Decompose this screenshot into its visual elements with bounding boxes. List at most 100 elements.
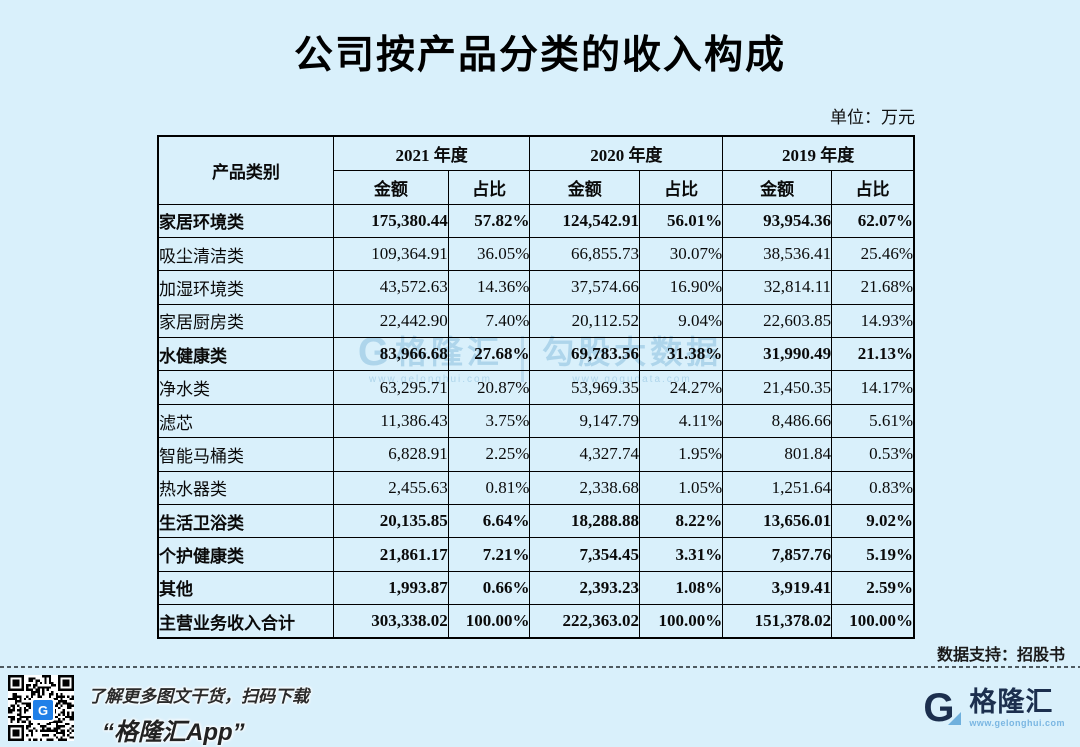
cell-amount: 69,783.56 <box>529 337 641 372</box>
cell-amount: 7,857.76 <box>722 537 833 572</box>
logo-triangle-icon <box>948 712 962 725</box>
cell-amount: 222,363.02 <box>529 604 641 639</box>
footer-caption-line2: “格隆汇App” <box>102 719 245 746</box>
cell-amount: 175,380.44 <box>332 203 449 238</box>
footer-caption: 了解更多图文干货，扫码下载 “格隆汇App” <box>88 682 309 747</box>
header-year-2019: 2019 年度 <box>722 135 915 171</box>
cell-amount: 20,112.52 <box>529 303 641 339</box>
cell-amount: 3,919.41 <box>722 570 833 606</box>
cell-share: 0.81% <box>447 470 531 506</box>
cell-share: 36.05% <box>447 236 531 272</box>
data-support-note: 数据支持：招股书 <box>936 647 1065 664</box>
table-row: 家居环境类 175,380.44 57.82% 124,542.91 56.01… <box>157 203 915 238</box>
footer-caption-line1: 了解更多图文干货，扫码下载 <box>88 687 309 706</box>
table-row: 智能马桶类 6,828.91 2.25% 4,327.74 1.95% 801.… <box>157 437 915 472</box>
unit-label: 单位：万元 <box>830 108 915 127</box>
cell-share: 62.07% <box>831 203 915 238</box>
cell-amount: 4,327.74 <box>529 437 641 472</box>
row-label: 滤芯 <box>157 403 334 439</box>
header-product-category: 产品类别 <box>157 135 334 205</box>
cell-share: 5.61% <box>831 403 915 439</box>
cell-share: 9.02% <box>831 504 915 539</box>
cell-share: 8.22% <box>639 504 724 539</box>
cell-amount: 13,656.01 <box>722 504 833 539</box>
cell-share: 14.17% <box>831 370 915 405</box>
cell-amount: 2,338.68 <box>529 470 641 506</box>
qr-code-image <box>8 675 74 741</box>
cell-share: 57.82% <box>447 203 531 238</box>
cell-amount: 8,486.66 <box>722 403 833 439</box>
cell-share: 100.00% <box>831 604 915 639</box>
cell-amount: 22,603.85 <box>722 303 833 339</box>
cell-amount: 22,442.90 <box>332 303 449 339</box>
cell-amount: 43,572.63 <box>332 270 449 305</box>
cell-amount: 63,295.71 <box>332 370 449 405</box>
table-row: 水健康类 83,966.68 27.68% 69,783.56 31.38% 3… <box>157 337 915 372</box>
cell-share: 3.75% <box>447 403 531 439</box>
row-label: 其他 <box>157 570 334 606</box>
cell-share: 9.04% <box>639 303 724 339</box>
cell-share: 5.19% <box>831 537 915 572</box>
page-title: 公司按产品分类的收入构成 <box>293 34 786 77</box>
row-label: 吸尘清洁类 <box>157 236 334 272</box>
row-label: 净水类 <box>157 370 334 405</box>
table-row-total: 主营业务收入合计 303,338.02 100.00% 222,363.02 1… <box>157 604 915 639</box>
cell-amount: 124,542.91 <box>529 203 641 238</box>
cell-amount: 2,455.63 <box>332 470 449 506</box>
cell-share: 2.25% <box>447 437 531 472</box>
cell-amount: 37,574.66 <box>529 270 641 305</box>
cell-amount: 66,855.73 <box>529 236 641 272</box>
cell-share: 100.00% <box>447 604 531 639</box>
cell-share: 7.21% <box>447 537 531 572</box>
cell-share: 6.64% <box>447 504 531 539</box>
cell-amount: 2,393.23 <box>529 570 641 606</box>
row-label: 主营业务收入合计 <box>157 604 334 639</box>
cell-amount: 38,536.41 <box>722 236 833 272</box>
qr-code: G <box>8 675 74 741</box>
table-row: 加湿环境类 43,572.63 14.36% 37,574.66 16.90% … <box>157 270 915 305</box>
cell-amount: 20,135.85 <box>332 504 449 539</box>
cell-amount: 32,814.11 <box>722 270 833 305</box>
gelonghui-logo-url: www.gelonghui.com <box>969 718 1065 728</box>
gelonghui-logo-text: 格隆汇 <box>969 687 1054 717</box>
qr-center-logo-icon: G <box>31 698 55 722</box>
cell-share: 14.36% <box>447 270 531 305</box>
header-share-2020: 占比 <box>639 169 724 205</box>
row-label: 生活卫浴类 <box>157 504 334 539</box>
cell-share: 0.66% <box>447 570 531 606</box>
row-label: 个护健康类 <box>157 537 334 572</box>
table-row: 净水类 63,295.71 20.87% 53,969.35 24.27% 21… <box>157 370 915 405</box>
table-row: 滤芯 11,386.43 3.75% 9,147.79 4.11% 8,486.… <box>157 403 915 439</box>
cell-share: 20.87% <box>447 370 531 405</box>
cell-share: 4.11% <box>639 403 724 439</box>
cell-amount: 93,954.36 <box>722 203 833 238</box>
cell-share: 3.31% <box>639 537 724 572</box>
cell-share: 56.01% <box>639 203 724 238</box>
cell-share: 0.83% <box>831 470 915 506</box>
cell-share: 21.68% <box>831 270 915 305</box>
header-amount-2021: 金额 <box>332 169 449 205</box>
cell-share: 7.40% <box>447 303 531 339</box>
cell-share: 14.93% <box>831 303 915 339</box>
cell-share: 100.00% <box>639 604 724 639</box>
cell-amount: 11,386.43 <box>332 403 449 439</box>
row-label: 热水器类 <box>157 470 334 506</box>
cell-amount: 21,450.35 <box>722 370 833 405</box>
cell-amount: 53,969.35 <box>529 370 641 405</box>
cell-amount: 18,288.88 <box>529 504 641 539</box>
cell-share: 21.13% <box>831 337 915 372</box>
cell-share: 27.68% <box>447 337 531 372</box>
table-row: 个护健康类 21,861.17 7.21% 7,354.45 3.31% 7,8… <box>157 537 915 572</box>
row-label: 家居厨房类 <box>157 303 334 339</box>
table-row: 热水器类 2,455.63 0.81% 2,338.68 1.05% 1,251… <box>157 470 915 506</box>
table-row: 生活卫浴类 20,135.85 6.64% 18,288.88 8.22% 13… <box>157 504 915 539</box>
cell-share: 16.90% <box>639 270 724 305</box>
table-row: 其他 1,993.87 0.66% 2,393.23 1.08% 3,919.4… <box>157 570 915 606</box>
header-share-2021: 占比 <box>447 169 531 205</box>
cell-amount: 83,966.68 <box>332 337 449 372</box>
cell-amount: 21,861.17 <box>332 537 449 572</box>
header-amount-2019: 金额 <box>722 169 833 205</box>
cell-share: 25.46% <box>831 236 915 272</box>
table-row: 家居厨房类 22,442.90 7.40% 20,112.52 9.04% 22… <box>157 303 915 339</box>
